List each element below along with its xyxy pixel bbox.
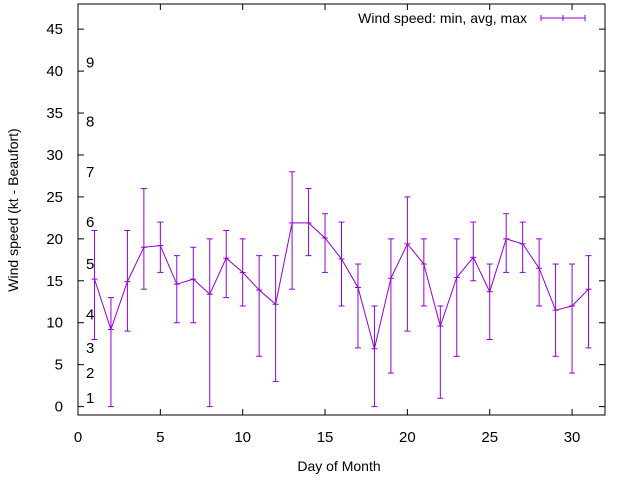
legend-label: Wind speed: min, avg, max (358, 10, 527, 26)
y-tick-label: 20 (46, 231, 63, 248)
y-tick-label: 10 (46, 315, 63, 332)
y-tick-label: 15 (46, 273, 63, 290)
y-tick-label: 35 (46, 105, 63, 122)
y-tick-label: 25 (46, 189, 63, 206)
beaufort-label: 5 (86, 256, 94, 273)
x-tick-label: 10 (234, 429, 251, 446)
beaufort-label: 8 (86, 113, 94, 130)
y-tick-label: 45 (46, 21, 63, 38)
plot-frame (77, 3, 606, 416)
x-axis: 0 5 10 15 20 25 30 (74, 4, 581, 446)
y-tick-label: 40 (46, 63, 63, 80)
beaufort-label: 4 (86, 306, 94, 323)
beaufort-label: 6 (86, 214, 94, 231)
x-tick-label: 5 (156, 429, 164, 446)
x-tick-label: 0 (74, 429, 82, 446)
y-tick-label: 5 (55, 357, 63, 374)
x-tick-label: 20 (399, 429, 416, 446)
x-tick-label: 25 (481, 429, 498, 446)
beaufort-label: 2 (86, 365, 94, 382)
y-tick-label: 30 (46, 147, 63, 164)
x-axis-label: Day of Month (297, 458, 380, 474)
x-tick-label: 15 (317, 429, 334, 446)
y-axis-label: Wind speed (kt - Beaufort) (5, 128, 21, 291)
x-tick-label: 30 (564, 429, 581, 446)
legend-swatch (540, 15, 586, 21)
beaufort-scale: 1 2 3 4 5 6 7 8 9 (86, 55, 94, 408)
error-bars (91, 171, 592, 408)
beaufort-label: 3 (86, 340, 94, 357)
avg-line (94, 222, 589, 349)
beaufort-label: 9 (86, 55, 94, 72)
beaufort-label: 7 (86, 164, 94, 181)
legend: Wind speed: min, avg, max (358, 10, 586, 26)
y-tick-label: 0 (55, 399, 63, 416)
beaufort-label: 1 (86, 390, 94, 407)
